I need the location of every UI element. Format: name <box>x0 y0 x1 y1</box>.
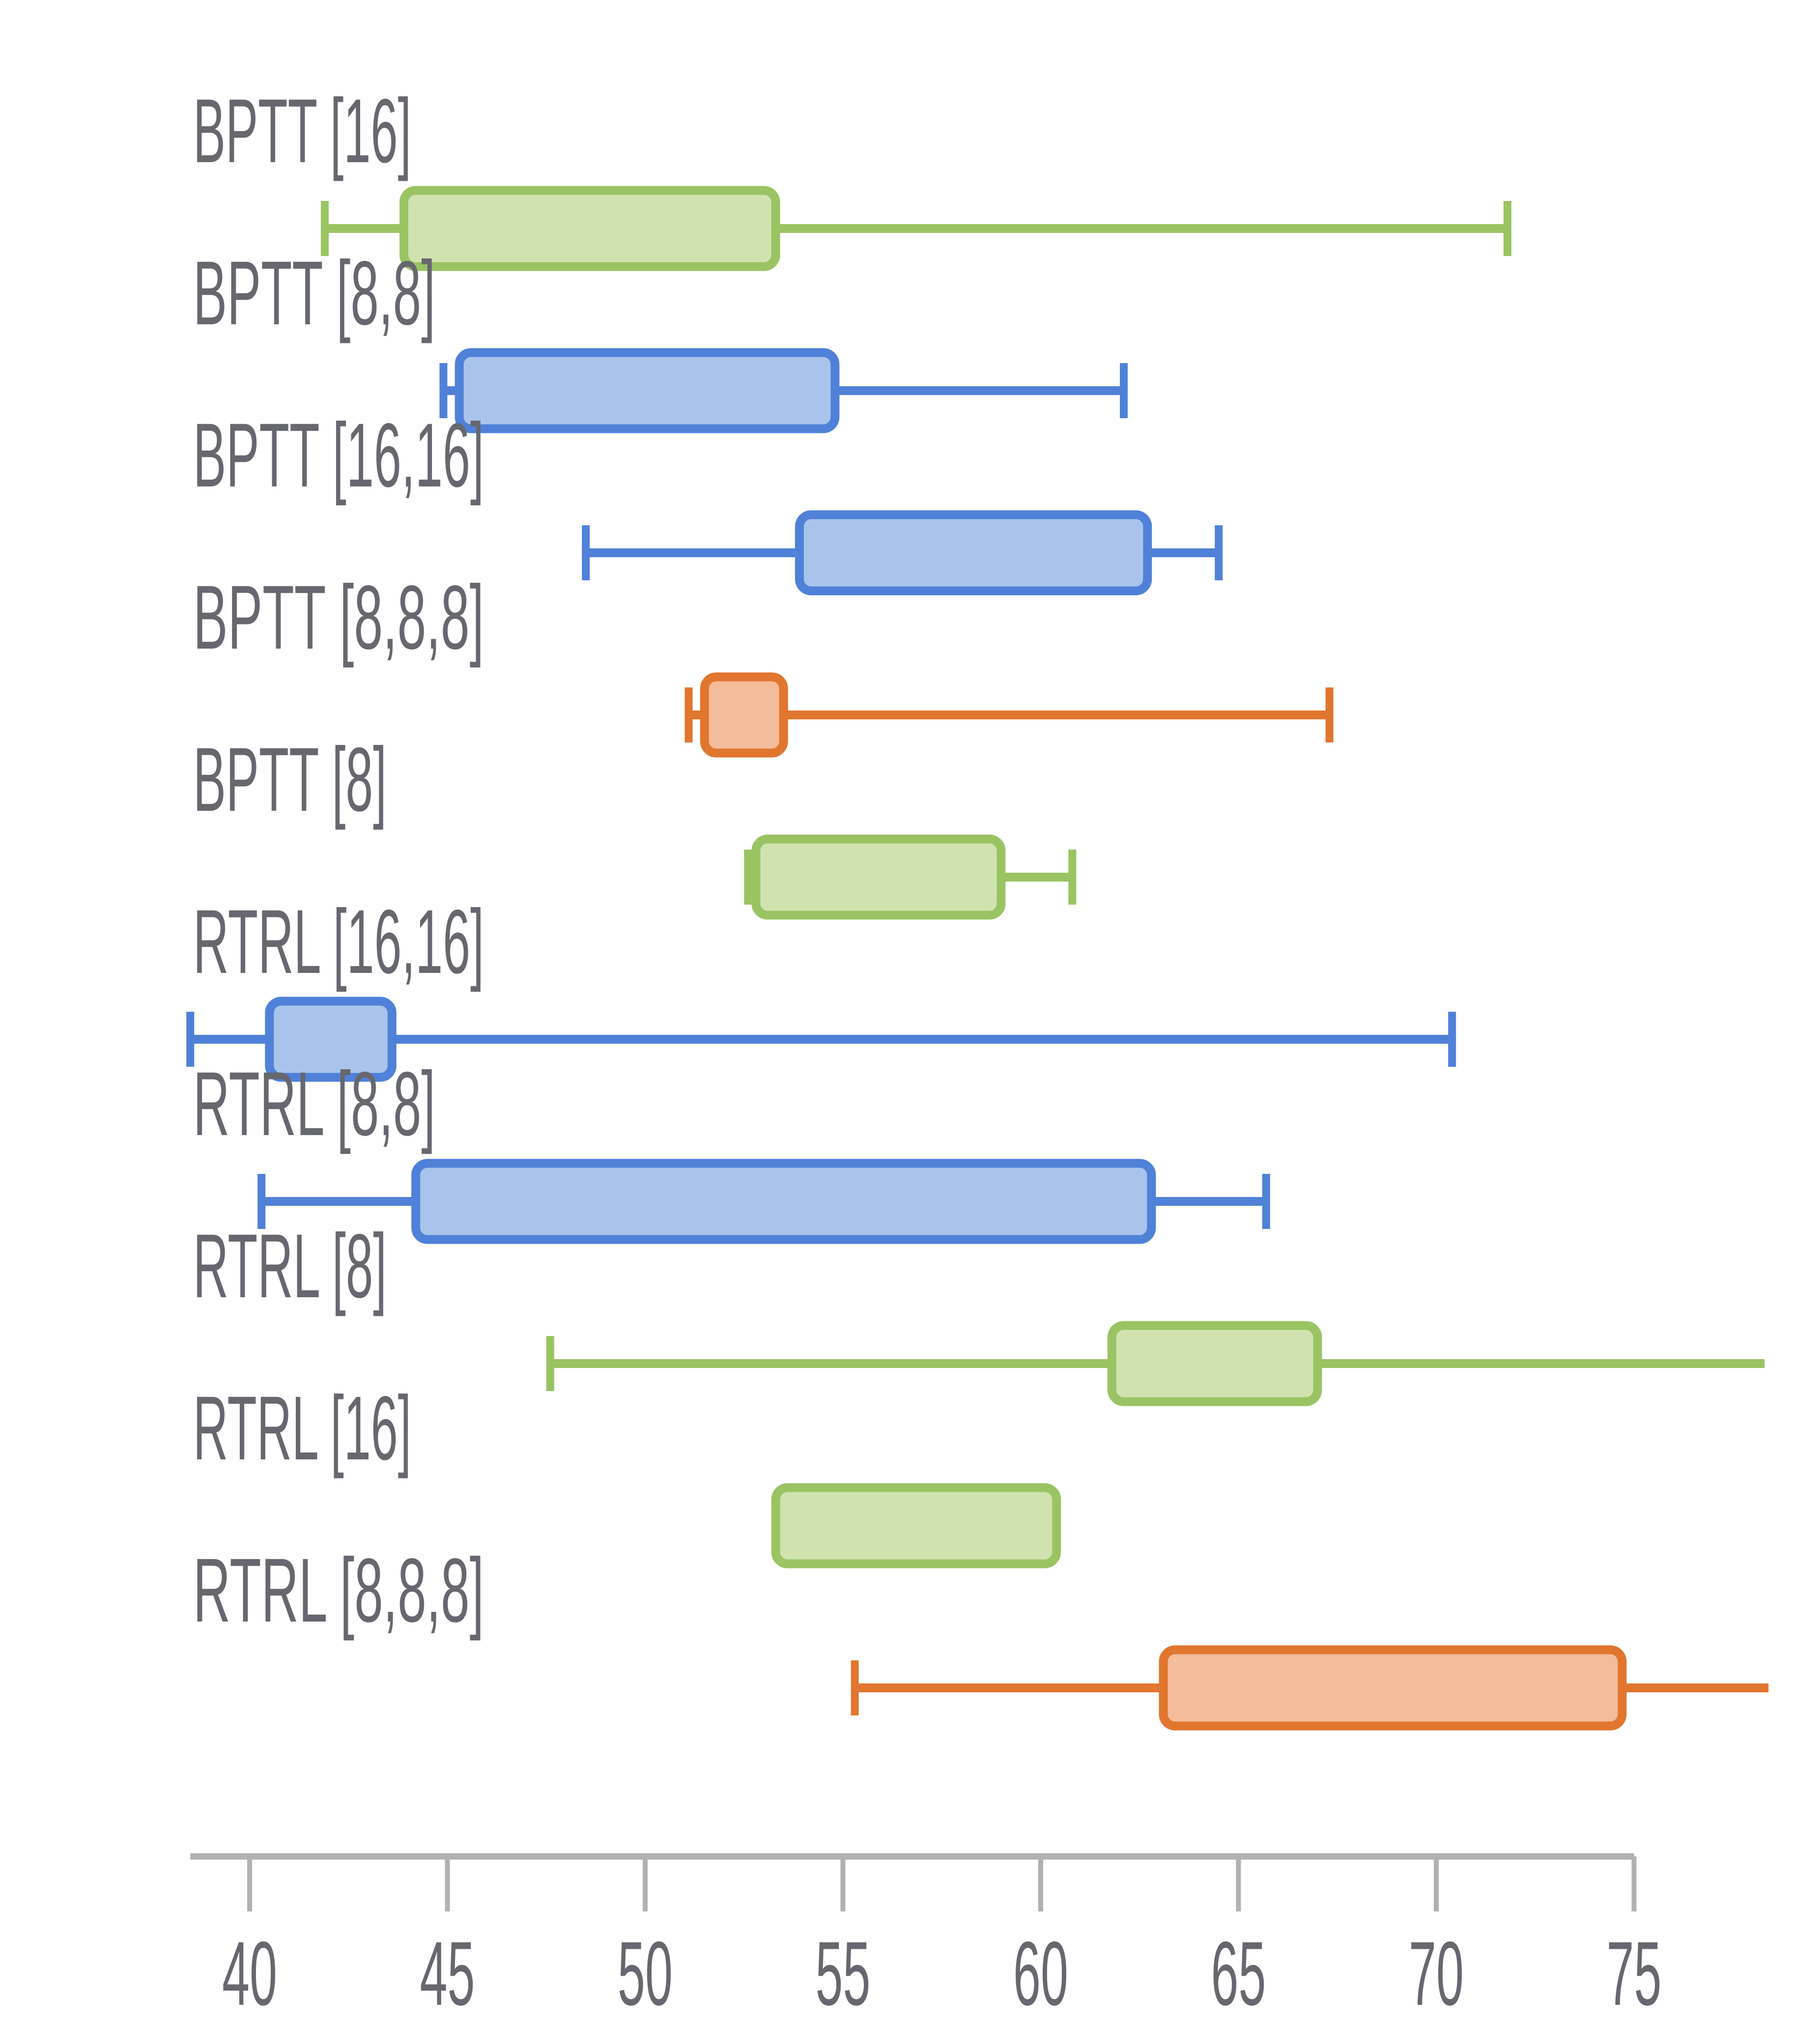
boxplot-row-10: RTRL [8,8,8] <box>193 1540 1769 1731</box>
x-axis-tick-label: 40 <box>222 1923 277 2021</box>
boxplot-row-9: RTRL [16] <box>193 1378 1061 1568</box>
category-label: RTRL [8,8] <box>193 1054 435 1155</box>
category-label: RTRL [16] <box>193 1378 411 1479</box>
x-axis-tick-label: 55 <box>816 1923 871 2021</box>
x-axis-tick-label: 75 <box>1607 1923 1662 2021</box>
category-label: BPTT [8] <box>193 729 387 830</box>
box-iqr <box>265 997 397 1082</box>
x-axis-tick-label: 45 <box>420 1923 475 2021</box>
box-iqr <box>1107 1321 1322 1406</box>
x-axis: 40 45 50 55 60 65 70 75 <box>190 1853 1662 2023</box>
boxplot-row-7: RTRL [8,8] <box>193 1054 1270 1244</box>
box-iqr <box>399 186 780 271</box>
x-axis-tick-label: 70 <box>1409 1923 1464 2021</box>
boxplot-row-8: RTRL [8] <box>193 1216 1765 1406</box>
box-iqr <box>771 1483 1061 1568</box>
boxplot-row-3: BPTT [16,16] <box>193 405 1223 596</box>
boxplot-row-4: BPTT [8,8,8] <box>193 567 1334 758</box>
x-axis-tick-label: 50 <box>618 1923 673 2021</box>
box-iqr <box>1159 1645 1627 1731</box>
category-label: RTRL [16,16] <box>193 891 484 993</box>
x-axis-tick-label: 65 <box>1211 1923 1266 2021</box>
category-label: BPTT [16] <box>193 81 411 182</box>
category-label: BPTT [8,8,8] <box>193 567 484 668</box>
box-iqr <box>751 834 1006 920</box>
box-iqr <box>411 1159 1156 1244</box>
box-iqr <box>795 510 1152 596</box>
boxplot-row-6: RTRL [16,16] <box>186 891 1456 1082</box>
box-iqr <box>700 672 788 758</box>
x-axis-tick-label: 60 <box>1013 1923 1068 2021</box>
category-label: BPTT [8,8] <box>193 243 435 344</box>
boxplot-row-1: BPTT [16] <box>193 81 1511 271</box>
boxplot-row-2: BPTT [8,8] <box>193 243 1128 433</box>
boxplot-row-5: BPTT [8] <box>193 729 1077 920</box>
category-label: BPTT [16,16] <box>193 405 484 506</box>
box-iqr <box>455 348 840 433</box>
category-label: RTRL [8] <box>193 1216 387 1317</box>
category-label: RTRL [8,8,8] <box>193 1540 484 1641</box>
